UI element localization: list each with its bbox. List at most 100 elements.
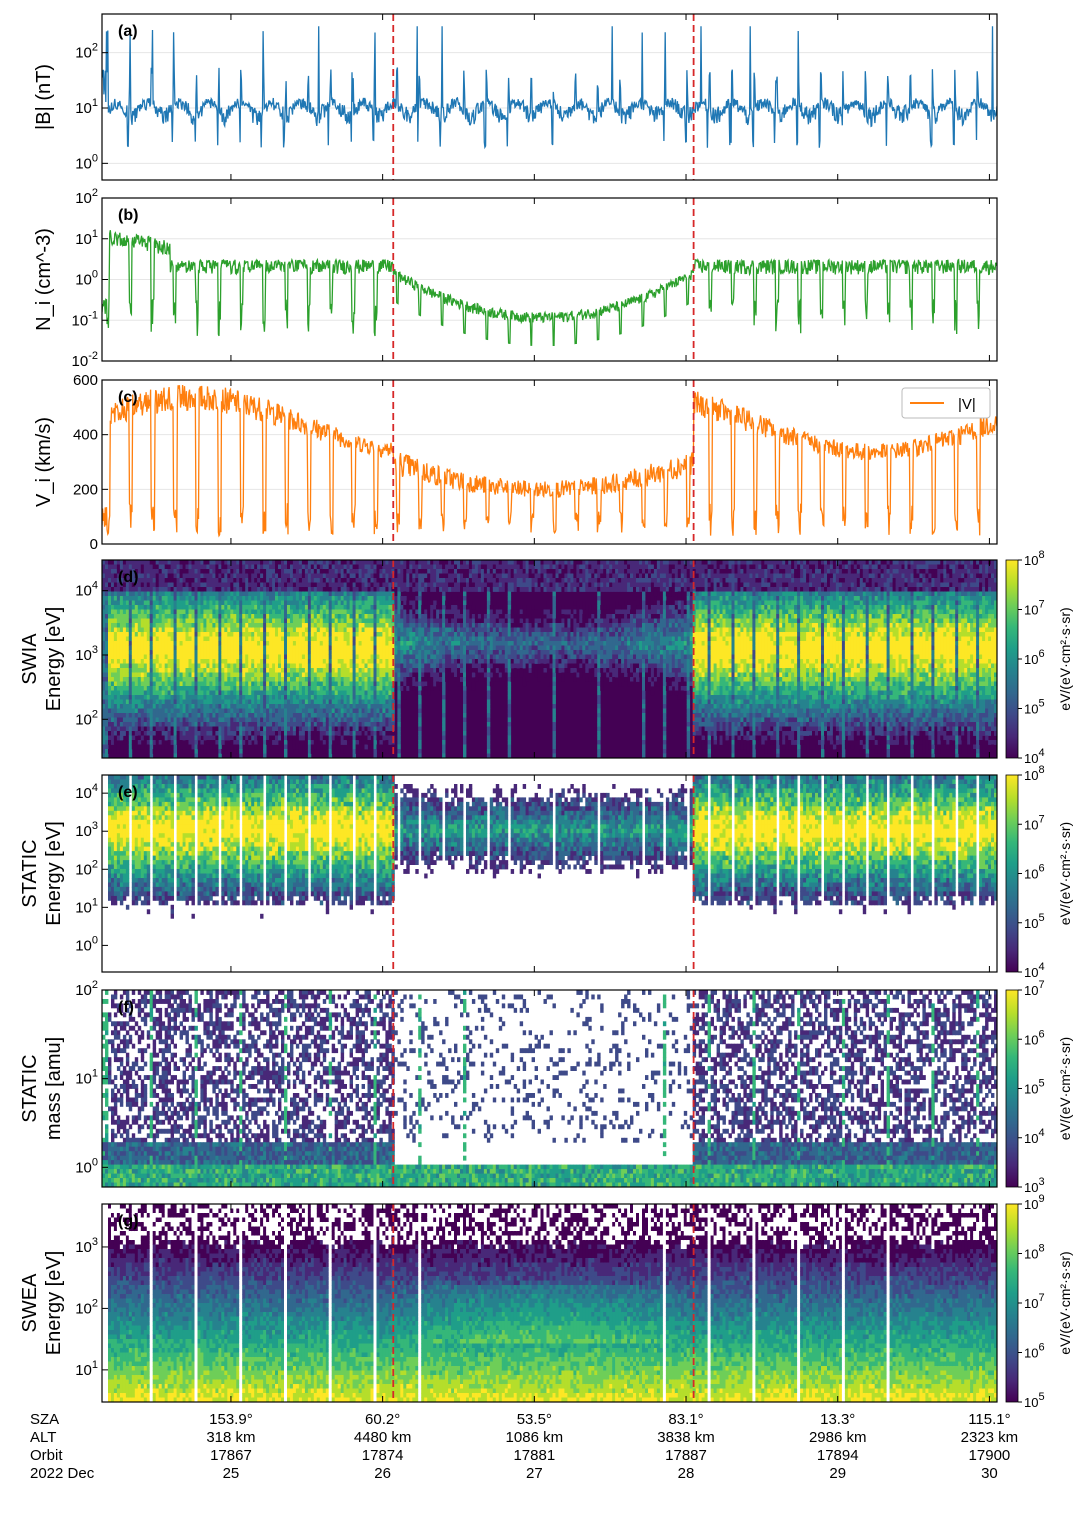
spec-cell xyxy=(409,582,413,588)
spec-cell xyxy=(167,672,171,678)
spec-cell xyxy=(367,713,371,718)
spec-cell xyxy=(445,668,449,673)
spec-cell xyxy=(194,650,198,655)
spec-cell xyxy=(254,591,258,597)
spec-cell xyxy=(287,731,291,736)
spec-cell xyxy=(385,627,389,633)
spec-cell xyxy=(263,708,267,714)
spec-cell xyxy=(233,605,237,610)
spec-cell xyxy=(287,677,291,682)
spec-cell xyxy=(227,722,231,727)
spec-cell xyxy=(328,636,333,642)
spec-cell xyxy=(358,609,362,615)
spec-cell xyxy=(242,564,246,570)
spec-cell xyxy=(301,627,306,633)
spec-cell xyxy=(143,596,148,601)
spec-cell xyxy=(457,659,461,664)
spec-cell xyxy=(376,614,380,619)
spec-cell xyxy=(415,600,419,606)
spec-cell xyxy=(310,573,315,579)
spec-cell xyxy=(197,587,201,592)
spec-cell xyxy=(287,699,291,705)
spec-cell xyxy=(248,650,252,655)
spec-cell xyxy=(403,569,407,574)
spec-cell xyxy=(155,726,160,732)
spec-cell xyxy=(116,578,121,583)
spec-cell xyxy=(167,582,171,588)
spec-cell xyxy=(471,645,476,651)
spec-cell xyxy=(349,632,353,637)
spec-cell xyxy=(292,614,297,619)
spec-cell xyxy=(352,632,356,637)
spec-cell xyxy=(298,717,303,723)
spec-cell xyxy=(463,650,467,655)
spec-cell xyxy=(122,614,127,619)
spec-cell xyxy=(257,735,261,741)
spec-cell xyxy=(218,713,222,718)
spec-cell xyxy=(152,731,157,736)
spec-cell xyxy=(352,753,356,758)
spec-cell xyxy=(460,677,464,682)
spec-cell xyxy=(352,618,356,624)
spec-cell xyxy=(149,582,154,588)
spec-cell xyxy=(125,641,130,646)
spec-cell xyxy=(230,740,234,745)
spec-cell xyxy=(212,713,216,718)
spec-cell xyxy=(331,663,336,669)
spec-cell xyxy=(173,609,177,615)
spec-cell xyxy=(281,582,285,588)
spec-cell xyxy=(131,722,136,727)
spec-cell xyxy=(203,618,207,624)
spec-cell xyxy=(310,677,315,682)
spec-cell xyxy=(352,668,356,673)
spec-cell xyxy=(102,654,106,660)
spec-cell xyxy=(182,591,186,597)
spec-cell xyxy=(230,704,234,709)
spec-cell xyxy=(227,650,231,655)
spec-cell xyxy=(209,722,213,727)
spec-cell xyxy=(155,600,160,606)
spec-cell xyxy=(343,668,347,673)
spec-cell xyxy=(206,632,210,637)
spec-cell xyxy=(146,731,151,736)
spec-cell xyxy=(340,627,345,633)
spec-cell xyxy=(382,632,386,637)
spec-cell xyxy=(325,722,330,727)
spec-cell xyxy=(379,591,383,597)
spec-cell xyxy=(239,569,243,574)
spec-cell xyxy=(179,695,183,700)
spec-cell xyxy=(382,731,386,736)
spec-cell xyxy=(275,740,279,745)
spec-cell xyxy=(385,740,389,745)
spec-cell xyxy=(355,587,359,592)
spec-cell xyxy=(224,686,228,691)
spec-cell xyxy=(340,569,345,574)
spec-cell xyxy=(125,659,130,664)
spec-cell xyxy=(164,587,169,592)
spec-cell xyxy=(284,596,288,601)
spec-cell xyxy=(376,573,380,579)
spec-cell xyxy=(221,605,225,610)
spec-cell xyxy=(442,695,446,700)
spec-cell xyxy=(155,713,160,718)
spec-cell xyxy=(427,681,431,687)
spec-cell xyxy=(295,672,300,678)
spec-cell xyxy=(164,614,169,619)
spec-cell xyxy=(319,699,324,705)
spec-cell xyxy=(170,713,174,718)
spec-cell xyxy=(340,623,345,628)
spec-cell xyxy=(346,627,350,633)
spec-cell xyxy=(275,690,279,696)
spec-cell xyxy=(146,708,151,714)
spec-cell xyxy=(161,690,166,696)
legend-c: |V| xyxy=(901,387,991,419)
spec-cell xyxy=(209,564,213,570)
spec-cell xyxy=(337,686,342,691)
spec-cell xyxy=(313,690,318,696)
spec-cell xyxy=(304,659,309,664)
spec-cell xyxy=(310,744,315,750)
spec-cell xyxy=(176,672,180,678)
spec-cell xyxy=(442,704,446,709)
spec-cell xyxy=(239,587,243,592)
spec-cell xyxy=(397,636,401,642)
